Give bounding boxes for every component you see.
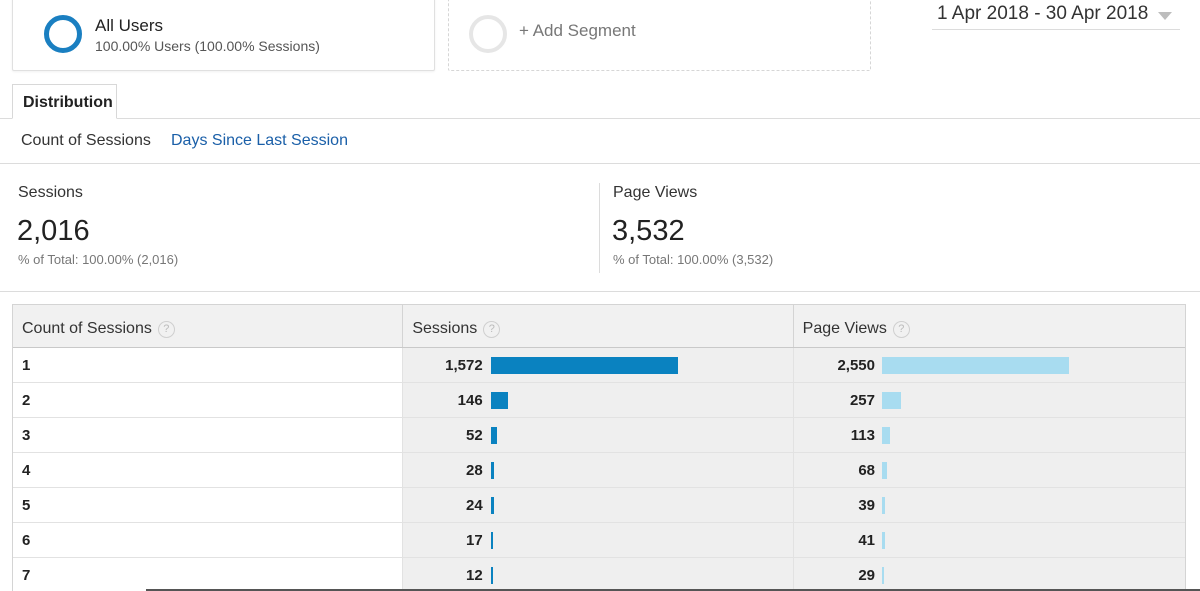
divider [0,291,1200,292]
row-pageviews-cell: 257 [793,383,1185,417]
table-header: Count of Sessions? Sessions? Page Views? [13,305,1185,348]
table-row: 7 12 29 [13,558,1185,591]
help-icon[interactable]: ? [483,321,501,338]
add-segment-label: + Add Segment [519,21,636,40]
row-pageviews-bar [881,427,890,444]
row-pageviews-cell: 41 [793,523,1185,557]
sessions-label: Sessions [18,184,83,201]
row-sessions-bar [491,567,494,584]
table-row: 6 17 41 [13,523,1185,558]
table-row: 2 146 257 [13,383,1185,418]
table-row: 1 1,572 2,550 [13,348,1185,383]
row-sessions-value: 28 [465,462,483,479]
row-sessions-cell: 24 [403,488,794,522]
column-header-label: Page Views [802,320,887,337]
add-segment-button[interactable]: + Add Segment [448,0,871,71]
row-sessions-value: 1,572 [445,357,483,374]
row-sessions-bar [491,427,498,444]
date-range-text: 1 Apr 2018 - 30 Apr 2018 [937,3,1149,24]
segment-ring-icon [44,15,82,53]
row-pageviews-value: 113 [850,427,875,444]
date-range-picker[interactable]: 1 Apr 2018 - 30 Apr 2018 [932,3,1180,30]
metric-divider [599,183,600,273]
row-count-of-sessions: 4 [13,453,404,487]
divider [0,163,1200,164]
row-sessions-cell: 17 [403,523,794,557]
row-pageviews-value: 29 [858,567,875,584]
table-row: 4 28 68 [13,453,1185,488]
row-pageviews-bar [881,497,885,514]
row-pageviews-bar [881,462,887,479]
row-count-of-sessions: 7 [13,558,404,591]
sessions-percent: % of Total: 100.00% (2,016) [18,252,179,267]
row-pageviews-cell: 68 [793,453,1185,487]
empty-segment-ring-icon [469,15,507,53]
pageviews-total: 3,532 [612,215,685,247]
row-sessions-bar [491,497,495,514]
column-header-page-views[interactable]: Page Views? [794,305,1185,347]
row-pageviews-cell: 29 [793,558,1185,591]
row-pageviews-bar [881,357,1069,374]
row-sessions-value: 17 [465,532,483,549]
row-pageviews-value: 257 [849,392,875,409]
row-sessions-value: 146 [457,392,483,409]
help-icon[interactable]: ? [892,321,910,338]
segment-subtitle: 100.00% Users (100.00% Sessions) [95,38,320,54]
row-sessions-cell: 52 [403,418,794,452]
subtab-count-of-sessions: Count of Sessions [21,132,151,149]
row-pageviews-value: 39 [858,497,875,514]
row-pageviews-cell: 39 [793,488,1185,522]
segment-name: All Users [95,16,164,35]
column-header-sessions[interactable]: Sessions? [403,305,794,347]
help-icon[interactable]: ? [157,321,175,338]
row-count-of-sessions: 3 [13,418,404,452]
row-pageviews-value: 2,550 [837,357,875,374]
segment-all-users[interactable]: All Users 100.00% Users (100.00% Session… [12,0,435,71]
pageviews-percent: % of Total: 100.00% (3,532) [613,252,774,267]
column-header-count-of-sessions[interactable]: Count of Sessions? [13,305,404,347]
subtab-days-since-last-session[interactable]: Days Since Last Session [171,132,348,149]
row-count-of-sessions: 6 [13,523,404,557]
row-sessions-value: 52 [465,427,483,444]
row-sessions-cell: 1,572 [403,348,794,382]
table-body: 1 1,572 2,550 2 146 257 3 52 113 4 28 68 5 24 39 6 17 41 7… [13,348,1185,591]
tab-bar-divider [0,118,1200,119]
row-count-of-sessions: 5 [13,488,404,522]
row-pageviews-value: 41 [858,532,875,549]
row-sessions-bar [491,357,679,374]
row-count-of-sessions: 1 [13,348,404,382]
row-sessions-cell: 28 [403,453,794,487]
table-row: 5 24 39 [13,488,1185,523]
row-sessions-cell: 146 [403,383,794,417]
table-row: 3 52 113 [13,418,1185,453]
column-header-label: Count of Sessions [22,320,152,337]
pageviews-label: Page Views [613,184,698,201]
column-header-label: Sessions [412,320,478,337]
row-pageviews-value: 68 [858,462,875,479]
tab-distribution[interactable]: Distribution [12,84,117,119]
row-pageviews-bar [881,567,884,584]
row-count-of-sessions: 2 [13,383,404,417]
row-pageviews-cell: 113 [793,418,1185,452]
scrollbar-edge [146,589,1200,591]
row-sessions-value: 12 [465,567,483,584]
distribution-table: Count of Sessions? Sessions? Page Views?… [12,304,1186,591]
row-pageviews-cell: 2,550 [793,348,1185,382]
row-pageviews-bar [881,532,885,549]
row-sessions-cell: 12 [403,558,794,591]
row-sessions-bar [491,532,494,549]
row-sessions-bar [491,392,509,409]
sessions-total: 2,016 [17,215,90,247]
row-sessions-bar [491,462,495,479]
row-pageviews-bar [881,392,901,409]
chevron-down-icon [1158,12,1172,20]
row-sessions-value: 24 [465,497,483,514]
